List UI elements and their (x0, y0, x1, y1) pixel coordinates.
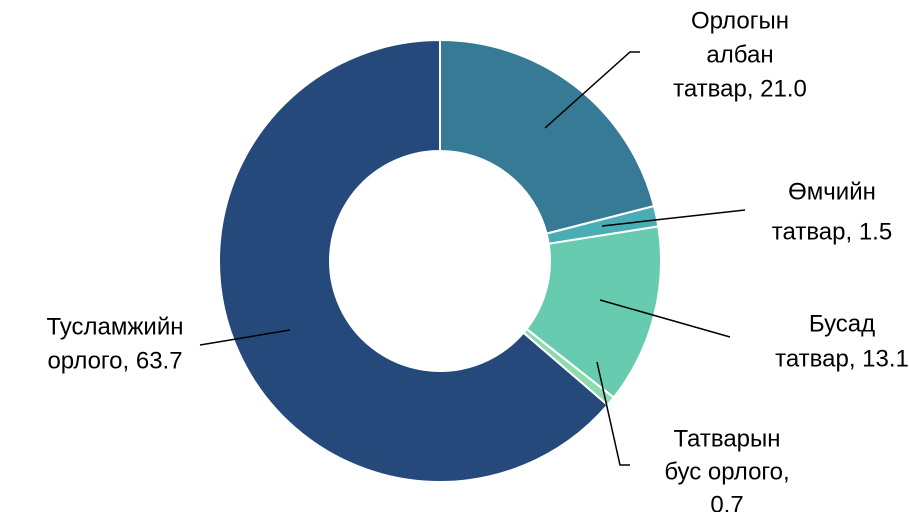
leader-line (199, 329, 291, 346)
leader-line (599, 299, 731, 338)
slice-label: Бусад (809, 310, 875, 337)
slice-label: албан (706, 41, 773, 68)
slice-label: бус орлого, (664, 458, 789, 485)
slice-label: Тусламжийн (46, 313, 183, 340)
leader-line (601, 209, 746, 227)
slice-label: Орлогын (691, 7, 789, 34)
leader-line (544, 51, 640, 129)
slice-label: татвар, 13.1 (775, 345, 909, 372)
slice-label: татвар, 21.0 (673, 75, 807, 102)
slice-label: Өмчийн (788, 178, 876, 205)
slice-label: Татварын (673, 425, 780, 452)
slice-label: татвар, 1.5 (772, 218, 892, 245)
slice-label: орлого, 63.7 (47, 347, 182, 374)
donut-slice (218, 38, 610, 483)
donut-slice (439, 38, 656, 235)
slice-label: 0.7 (710, 491, 743, 512)
leader-line (596, 361, 630, 466)
